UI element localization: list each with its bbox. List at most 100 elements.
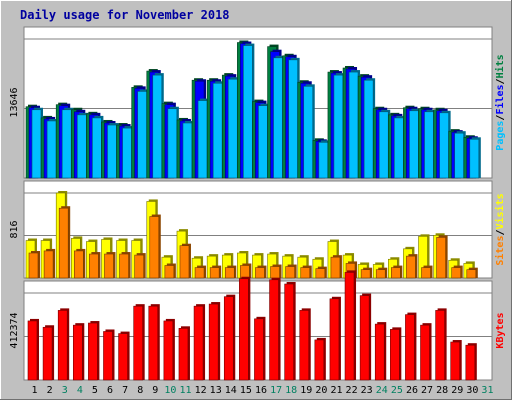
bar-sites-day-30 (466, 269, 477, 279)
x-tick-label-day-28: 28 (436, 385, 448, 396)
bar-sites-day-11 (179, 245, 190, 279)
x-tick-label-day-20: 20 (315, 385, 327, 396)
bar-pages-day-9 (152, 74, 163, 179)
bar-sites-day-9 (149, 216, 160, 279)
x-tick-label-day-11: 11 (179, 385, 191, 396)
bar-sites-day-14 (224, 267, 235, 279)
bar-kbytes-day-5 (88, 322, 98, 381)
bar-sites-day-10 (164, 265, 175, 279)
bar-kbytes-day-23 (359, 295, 370, 381)
bar-sites-day-4 (73, 250, 84, 279)
bar-kbytes-day-29 (450, 341, 461, 381)
bar-pages-day-26 (409, 110, 419, 179)
legend-separator: / (495, 229, 506, 235)
bar-kbytes-day-28 (435, 310, 445, 381)
x-tick-label-day-18: 18 (285, 385, 297, 396)
bar-pages-day-30 (469, 138, 480, 179)
x-tick-label-day-16: 16 (255, 385, 267, 396)
bar-kbytes-day-3 (57, 310, 68, 381)
bar-sites-day-18 (285, 266, 295, 279)
legend-pages: Pages (495, 121, 506, 151)
panel-hits-legend: Pages/Files/Hits (494, 54, 506, 150)
bar-kbytes-day-16 (254, 318, 264, 381)
bar-pages-day-19 (303, 86, 314, 179)
bar-sites-day-20 (315, 268, 326, 279)
x-tick-label-day-6: 6 (107, 385, 113, 396)
bar-pages-day-4 (76, 114, 87, 179)
bar-pages-day-14 (227, 78, 238, 179)
bar-pages-day-1 (31, 109, 42, 179)
bar-pages-day-21 (333, 74, 344, 179)
bar-kbytes-day-1 (27, 320, 38, 381)
bar-kbytes-day-24 (374, 323, 385, 381)
x-tick-label-day-19: 19 (300, 385, 312, 396)
panel-visits-legend: Sites/Visits (494, 193, 506, 265)
bar-pages-day-22 (348, 71, 359, 179)
bar-pages-day-25 (394, 117, 404, 179)
x-tick-label-day-22: 22 (346, 385, 358, 396)
bar-pages-day-16 (258, 105, 268, 179)
bar-sites-day-7 (119, 253, 129, 279)
bar-pages-day-15 (243, 45, 253, 179)
x-tick-label-day-9: 9 (152, 385, 158, 396)
x-tick-label-day-17: 17 (270, 385, 282, 396)
bar-kbytes-day-12 (193, 305, 204, 381)
bar-sites-day-12 (194, 267, 205, 279)
x-tick-label-day-3: 3 (62, 385, 68, 396)
bar-sites-day-17 (270, 266, 280, 279)
bar-sites-day-26 (406, 255, 416, 279)
x-axis-labels: 1 2 3 4 5 6 7 8 9 10 11 12 13 14 15 16 17 18 19 20 21 22 23 24 2… (32, 385, 494, 396)
legend-visits: Visits (494, 193, 506, 229)
x-tick-label-day-30: 30 (466, 385, 478, 396)
bar-pages-day-11 (182, 122, 193, 179)
x-tick-label-day-2: 2 (47, 385, 53, 396)
x-tick-label-day-10: 10 (164, 385, 176, 396)
bar-sites-day-13 (209, 267, 220, 279)
bar-pages-day-29 (454, 132, 465, 179)
x-tick-label-day-12: 12 (195, 385, 207, 396)
panel-kbytes-ymax-label: 412374 (9, 312, 20, 348)
legend-hits: Hits (494, 54, 506, 78)
bar-kbytes-day-27 (420, 324, 430, 381)
bar-kbytes-day-4 (72, 324, 83, 381)
bar-pages-day-28 (439, 112, 449, 179)
bar-kbytes-day-14 (223, 296, 234, 381)
bar-kbytes-day-9 (148, 305, 159, 381)
bar-sites-day-27 (421, 267, 431, 279)
bar-kbytes-day-8 (133, 305, 143, 381)
legend-files: Files (494, 84, 506, 114)
x-tick-label-day-26: 26 (406, 385, 418, 396)
legend-kbytes: KBytes (495, 312, 506, 348)
x-tick-label-day-24: 24 (376, 385, 388, 396)
bar-kbytes-day-2 (42, 326, 53, 381)
x-tick-label-day-27: 27 (421, 385, 433, 396)
bar-pages-day-5 (92, 117, 102, 179)
panel-visits-ymax-label: 816 (9, 220, 20, 238)
bar-sites-day-5 (89, 253, 99, 279)
bar-pages-day-13 (212, 82, 223, 179)
bar-sites-day-16 (255, 267, 265, 279)
legend-separator: / (495, 78, 506, 84)
bar-pages-day-12 (197, 100, 208, 179)
bar-pages-day-6 (107, 124, 117, 179)
panel-kbytes-legend: KBytes (495, 312, 506, 348)
bar-pages-day-2 (46, 120, 57, 179)
bar-pages-day-8 (137, 91, 147, 179)
x-tick-label-day-25: 25 (391, 385, 403, 396)
bar-pages-day-18 (288, 59, 298, 179)
legend-sites: Sites (494, 236, 506, 266)
bar-kbytes-day-7 (118, 333, 128, 381)
panel-visits: 816 Sites/Visits (9, 180, 506, 279)
bar-sites-day-6 (104, 253, 114, 279)
x-tick-label-day-7: 7 (122, 385, 128, 396)
bar-kbytes-day-30 (465, 344, 476, 381)
bar-kbytes-day-11 (178, 328, 189, 381)
bar-pages-day-10 (167, 108, 178, 179)
bar-sites-day-3 (58, 207, 69, 279)
x-tick-label-day-15: 15 (240, 385, 252, 396)
bar-pages-day-3 (61, 109, 72, 179)
bar-kbytes-day-26 (405, 314, 415, 381)
bar-kbytes-day-10 (163, 320, 174, 381)
bar-sites-day-19 (300, 267, 311, 279)
